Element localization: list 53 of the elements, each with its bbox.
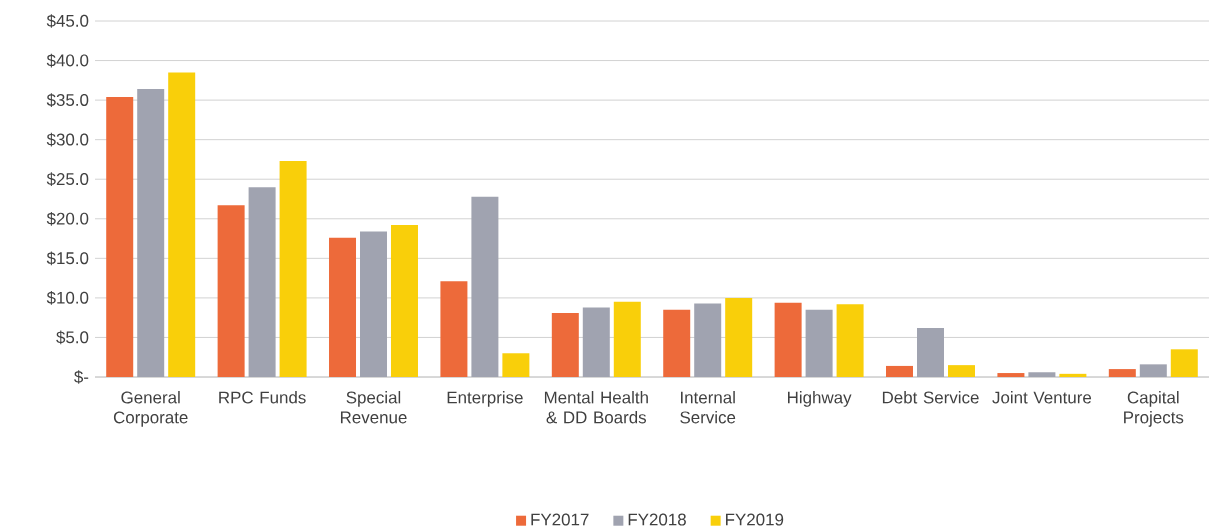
bar	[360, 231, 387, 377]
x-tick-label: Mental Health & DD Boards	[544, 391, 648, 424]
x-tick-label: Enterprise	[447, 391, 523, 407]
bar	[279, 161, 307, 377]
legend-label: FY2019	[726, 513, 784, 526]
bar	[886, 365, 914, 377]
bar	[248, 187, 276, 377]
y-tick-label: $35.0	[46, 93, 89, 107]
x-tick-label: Joint Venture	[992, 391, 1092, 404]
x-tick-label: Capital Projects	[1124, 391, 1184, 427]
bar	[329, 237, 357, 377]
bar	[440, 281, 468, 377]
x-tick-label: Internal Service	[680, 391, 736, 424]
legend-label: FY2017	[531, 513, 589, 526]
y-tick-label: $20.0	[46, 211, 89, 226]
bar	[1108, 369, 1136, 377]
bar	[836, 304, 864, 377]
bar	[502, 353, 530, 377]
bar	[551, 312, 579, 377]
bar	[947, 365, 975, 377]
bar	[805, 309, 833, 377]
bar	[168, 72, 196, 377]
x-tick-label: General Corporate	[113, 391, 188, 427]
y-tick-label: $25.0	[46, 172, 89, 187]
y-tick-label: $5.0	[56, 330, 89, 345]
bar	[582, 307, 610, 377]
bar	[137, 89, 165, 377]
bar	[774, 302, 802, 377]
bar	[917, 327, 944, 377]
bar	[106, 96, 134, 377]
bar	[471, 196, 499, 377]
bar	[1028, 372, 1056, 377]
x-tick-label: RPC Funds	[219, 391, 306, 404]
bar	[1059, 373, 1087, 377]
y-tick-label: $30.0	[46, 132, 89, 147]
bar	[694, 303, 722, 377]
bar	[725, 297, 753, 377]
y-tick-label: $10.0	[46, 291, 89, 305]
y-tick-label: $40.0	[46, 53, 89, 68]
bar	[1170, 349, 1198, 377]
bar	[217, 205, 245, 377]
y-tick-label: $45.0	[46, 14, 89, 28]
y-tick-label: $-	[74, 370, 89, 384]
bar	[1139, 364, 1167, 377]
bar	[390, 225, 418, 377]
legend-label: FY2018	[628, 513, 686, 526]
x-tick-label: Special Revenue	[340, 391, 407, 424]
x-tick-label: Highway	[788, 391, 852, 407]
bar	[663, 309, 691, 377]
x-tick-label: Debt Service	[882, 391, 979, 404]
bar	[997, 373, 1025, 377]
bar	[613, 301, 641, 377]
y-tick-label: $15.0	[46, 251, 89, 266]
